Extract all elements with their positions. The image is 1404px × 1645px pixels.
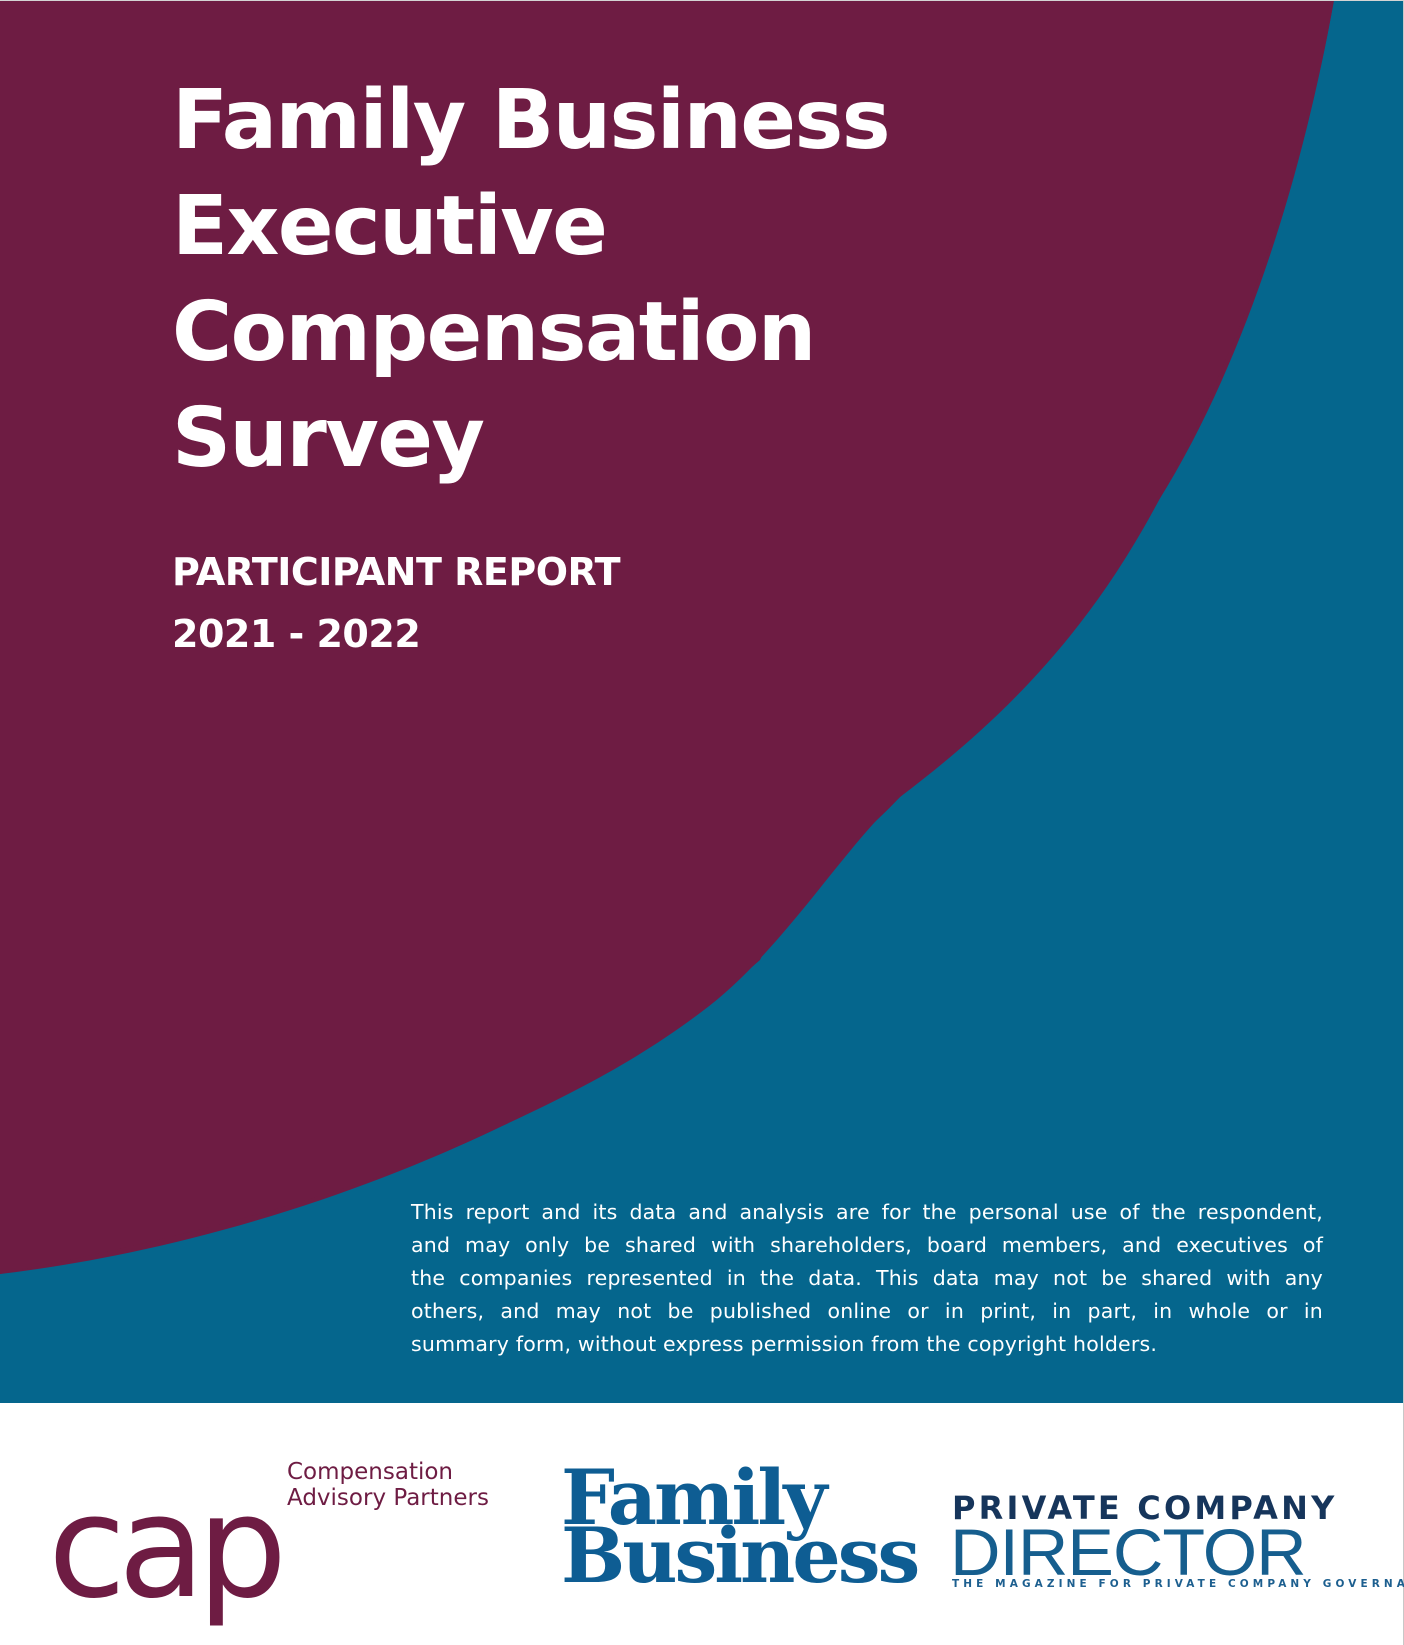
family-business-logo-line-2: Business (561, 1511, 920, 1600)
title-line-2: Executive (172, 179, 608, 274)
report-title: Family Business Executive Compensation S… (172, 68, 891, 492)
family-business-logo: Family Business (561, 1453, 920, 1600)
usage-disclaimer: This report and its data and analysis ar… (411, 1196, 1323, 1361)
cover-hero-background: Family Business Executive Compensation S… (0, 0, 1403, 1403)
title-line-1: Family Business (172, 73, 891, 168)
disclaimer-line-2: and may only be shared with shareholders… (411, 1233, 1323, 1257)
private-company-director-logo: PRIVATE COMPANY DIRECTOR THE MAGAZINE FO… (950, 1489, 1404, 1592)
pcd-logo-tagline: THE MAGAZINE FOR PRIVATE COMPANY GOVERNA… (952, 1578, 1404, 1590)
report-subtitle: PARTICIPANT REPORT (172, 550, 620, 594)
cap-logo-mark: cap (48, 1465, 287, 1630)
disclaimer-line-5: summary form, without express permission… (411, 1332, 1158, 1356)
cap-name-line-1: Compensation (287, 1459, 453, 1485)
cap-logo: cap Compensation Advisory Partners (48, 1455, 518, 1635)
disclaimer-line-4: others, and may not be published online … (411, 1299, 1323, 1323)
disclaimer-line-1: This report and its data and analysis ar… (411, 1200, 1323, 1224)
pcd-logo-line-2: DIRECTOR (950, 1515, 1307, 1589)
cap-logo-name: Compensation Advisory Partners (287, 1459, 489, 1511)
title-line-4: Survey (172, 391, 485, 486)
title-line-3: Compensation (172, 285, 816, 380)
pcd-logo-line-1: PRIVATE COMPANY (952, 1489, 1338, 1527)
disclaimer-line-3: the companies represented in the data. T… (411, 1266, 1323, 1290)
page-top-border (0, 0, 1404, 1)
maroon-arc-shape (0, 0, 1334, 1274)
report-years: 2021 - 2022 (172, 612, 421, 656)
cap-name-line-2: Advisory Partners (287, 1485, 489, 1511)
family-business-logo-line-1: Family (561, 1453, 827, 1542)
